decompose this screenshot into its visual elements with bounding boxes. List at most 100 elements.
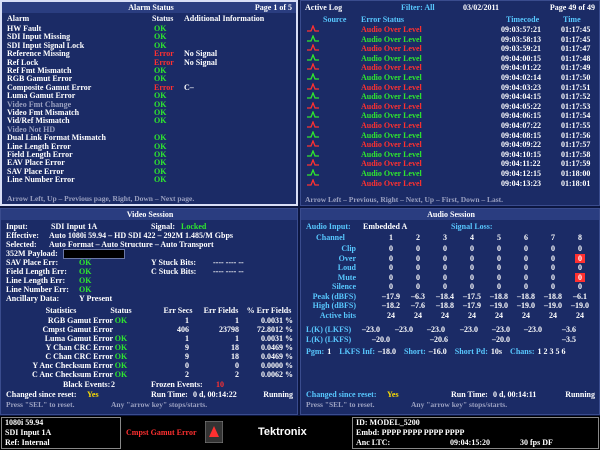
field-label: Field Length Err: bbox=[6, 267, 67, 276]
alarm-name: EAV Place Error bbox=[7, 158, 65, 168]
stat-pct: 0.0469 % bbox=[261, 343, 293, 352]
source-icon bbox=[307, 111, 319, 119]
channel-value: 0 bbox=[443, 244, 447, 253]
field-label: C Stuck Bits: bbox=[151, 267, 197, 276]
alarm-name: Video Not HD bbox=[7, 124, 56, 134]
field-label: Ancillary Data: bbox=[6, 294, 60, 303]
stat-fields: 18 bbox=[231, 352, 239, 361]
channel-value: 0 bbox=[551, 272, 555, 282]
log-time: 01:17:56 bbox=[561, 130, 591, 140]
loudness-value: –23.0 bbox=[492, 325, 510, 334]
column-header: Source bbox=[323, 15, 347, 24]
column-header: Status bbox=[152, 14, 174, 23]
log-time: 01:18:01 bbox=[561, 178, 591, 188]
column-header: Alarm bbox=[7, 14, 30, 23]
alarm-name: Video Fmt Change bbox=[7, 99, 72, 109]
channel-value: 0 bbox=[524, 282, 528, 291]
audio-panel[interactable]: Audio Session Audio Input: Embedded A Signa… bbox=[300, 208, 600, 415]
alarm-status: OK bbox=[154, 175, 167, 185]
stat-name: C Chan CRC Error bbox=[45, 352, 113, 361]
stat-secs: 9 bbox=[185, 343, 189, 352]
row-label: L(K) (LKFS) bbox=[306, 325, 352, 334]
log-status: Audio Over Level bbox=[361, 73, 422, 82]
alarm-name: Line Length Error bbox=[7, 141, 71, 151]
field-label: Short Pd: bbox=[454, 347, 488, 356]
channel-value: 0 bbox=[551, 282, 555, 291]
log-time: 01:17:45 bbox=[561, 25, 591, 34]
source-wave bbox=[307, 169, 319, 176]
loudness-value: –23.0 bbox=[460, 325, 478, 334]
channel-value: 0 bbox=[389, 253, 393, 263]
alarm-name: Ref Lock bbox=[7, 57, 39, 67]
stat-pct: 0.0000 % bbox=[261, 361, 293, 370]
panel-title: Video Session bbox=[126, 210, 174, 219]
loudness-value: –3.5 bbox=[562, 335, 576, 344]
payload-box bbox=[63, 249, 125, 259]
ltc-label: Anc LTC: bbox=[356, 438, 391, 447]
field-label: Line Length Err: bbox=[6, 276, 66, 285]
channel-value: –6.1 bbox=[573, 291, 587, 301]
log-status: Audio Over Level bbox=[361, 130, 422, 140]
stat-secs: 9 bbox=[185, 352, 189, 361]
channel-value: 0 bbox=[524, 253, 528, 263]
field-value: OK bbox=[79, 258, 92, 267]
channel-value: 0 bbox=[443, 253, 447, 263]
channel-value: 0 bbox=[443, 263, 447, 272]
channel-value: 24 bbox=[549, 310, 557, 320]
field-value: 0 d, 00:14:22 bbox=[193, 390, 237, 399]
log-status: Audio Over Level bbox=[361, 101, 422, 111]
channel-value: 0 bbox=[470, 272, 474, 282]
alarm-panel[interactable]: Alarm Status Page 1 of 5 Alarm Status Additi… bbox=[0, 0, 298, 206]
log-timecode: 09:04:00:15 bbox=[501, 53, 541, 63]
log-time: 01:17:52 bbox=[561, 92, 591, 102]
stat-secs: 2 bbox=[185, 370, 189, 379]
log-timecode: 09:04:10:15 bbox=[501, 149, 541, 159]
field-value: OK bbox=[79, 267, 92, 276]
stat-name: Cmpst Gamut Error bbox=[42, 325, 113, 334]
field-label: Run Time: bbox=[151, 390, 188, 399]
field-value: 10s bbox=[490, 347, 503, 356]
field-value: –18.0 bbox=[378, 347, 397, 356]
channel-value: 0 bbox=[416, 263, 420, 272]
source-icon bbox=[307, 130, 319, 138]
alarm-name: HW Fault bbox=[7, 24, 42, 33]
field-value: OK bbox=[79, 285, 92, 294]
field-label: Audio Input: bbox=[306, 222, 351, 231]
source-icon bbox=[307, 159, 319, 167]
log-panel[interactable]: Active Log Filter: All 03/02/2011 Page 49 o… bbox=[300, 0, 600, 206]
panel-footer: Arrow Left, Up – Previous page, Right, D… bbox=[7, 194, 195, 203]
error-message: Cmpst Gamut Error bbox=[126, 428, 197, 437]
log-status: Audio Over Level bbox=[361, 111, 422, 121]
alarm-status: OK bbox=[154, 91, 167, 101]
log-timecode: 09:04:13:23 bbox=[501, 178, 541, 188]
alarm-status: OK bbox=[154, 116, 167, 126]
channel-value: 24 bbox=[495, 310, 503, 320]
source-wave bbox=[307, 149, 319, 157]
field-value: ---- ---- -- bbox=[213, 258, 244, 267]
log-timecode: 09:04:03:23 bbox=[501, 82, 541, 92]
log-time: 01:17:51 bbox=[561, 82, 591, 92]
row-label: Peak (dBFS) bbox=[312, 291, 356, 301]
video-panel[interactable]: Video Session Input: SDI Input 1A Signal: Lo… bbox=[0, 208, 298, 415]
loudness-value: –23.0 bbox=[524, 325, 542, 334]
alarm-name: Dual Link Format Mismatch bbox=[7, 133, 106, 143]
channel-value: –19.0 bbox=[490, 301, 508, 310]
log-timecode: 09:04:04:15 bbox=[501, 92, 541, 102]
column-header: Statistics bbox=[45, 306, 77, 315]
channel-number: 8 bbox=[578, 233, 582, 242]
stat-name: RGB Gamut Error bbox=[47, 316, 113, 325]
ltc-fps: 30 fps DF bbox=[520, 438, 553, 447]
channel-value: 0 bbox=[497, 263, 501, 272]
row-label: Loud bbox=[337, 263, 356, 272]
page-indicator: Page 1 of 5 bbox=[254, 3, 292, 12]
log-time: 01:17:50 bbox=[561, 73, 591, 82]
format: 1080i 59.94 bbox=[5, 418, 44, 427]
source-icon bbox=[307, 63, 319, 71]
channel-number: 5 bbox=[497, 233, 501, 242]
source-wave bbox=[307, 82, 319, 90]
warning-icon bbox=[205, 421, 223, 443]
column-header: Err Secs bbox=[163, 306, 193, 315]
source-wave bbox=[307, 34, 319, 42]
channel-value: –6.3 bbox=[411, 291, 425, 301]
